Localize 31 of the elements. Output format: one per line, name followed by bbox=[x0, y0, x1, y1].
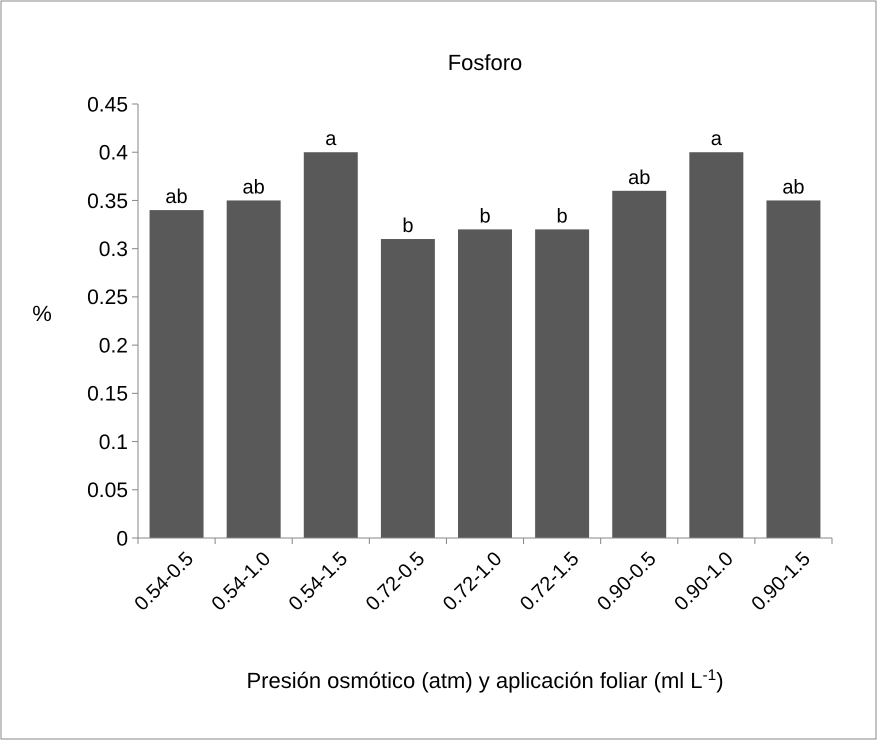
bar bbox=[226, 200, 281, 538]
y-tick-label: 0.45 bbox=[87, 93, 128, 116]
bar bbox=[766, 200, 820, 538]
bar bbox=[458, 229, 512, 538]
annotation: ab bbox=[165, 186, 188, 208]
annotation: a bbox=[325, 128, 338, 150]
y-tick-label: 0.35 bbox=[87, 190, 128, 213]
x-axis-title: Presión osmótico (atm) y aplicación foliar (ml L$^{-1}$) bbox=[246, 666, 724, 693]
annotation: b bbox=[402, 215, 414, 238]
annotation: ab bbox=[242, 176, 265, 198]
y-tick-label: 0.05 bbox=[87, 479, 128, 502]
y-tick-label: 0 bbox=[116, 527, 128, 550]
annotation: ab bbox=[782, 176, 805, 198]
annotation: b bbox=[479, 205, 491, 228]
y-axis-title: % bbox=[32, 301, 52, 326]
annotation: b bbox=[556, 205, 568, 228]
y-tick-label: 0.1 bbox=[98, 430, 128, 454]
y-tick-label: 0.15 bbox=[87, 382, 128, 406]
bar bbox=[380, 239, 435, 538]
y-tick-label: 0.3 bbox=[98, 238, 128, 262]
chart-title: Fosforo bbox=[448, 50, 522, 75]
bar bbox=[150, 210, 204, 538]
annotation: a bbox=[710, 128, 723, 150]
y-tick-label: 0.2 bbox=[98, 334, 128, 358]
y-tick-label: 0.4 bbox=[98, 142, 128, 165]
bar bbox=[535, 229, 590, 538]
bar bbox=[304, 152, 358, 538]
y-tick-label: 0.25 bbox=[87, 286, 128, 310]
annotation: ab bbox=[628, 166, 650, 189]
bar bbox=[689, 152, 744, 538]
bar bbox=[612, 190, 666, 538]
